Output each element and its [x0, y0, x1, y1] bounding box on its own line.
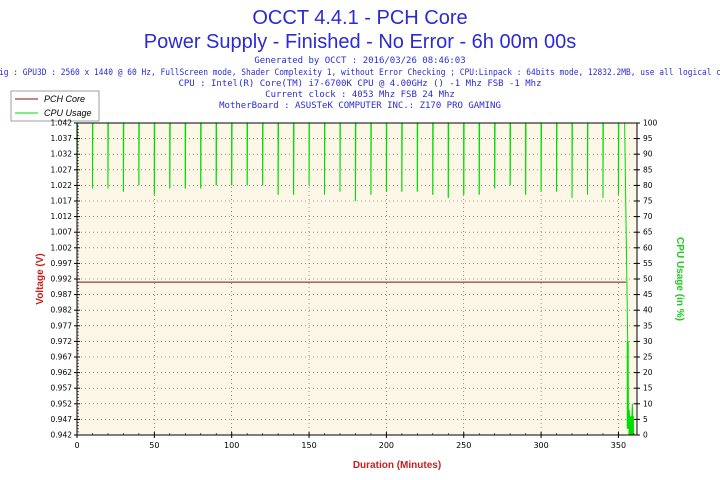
x-axis-label: Duration (Minutes) [353, 460, 441, 471]
y-right-tick-label: 5 [643, 415, 648, 424]
y-left-tick-label: 1.007 [51, 228, 73, 237]
y-left-tick-label: 1.012 [51, 212, 73, 221]
y-right-tick-label: 95 [643, 134, 653, 143]
axes [74, 122, 640, 438]
y-right-tick-label: 75 [643, 197, 653, 206]
motherboard-info: MotherBoard : ASUSTeK COMPUTER INC.: Z17… [219, 101, 501, 111]
generated-info: Generated by OCCT : 2016/03/26 08:46:03 [254, 56, 465, 66]
y-left-tick-label: 0.982 [51, 306, 73, 315]
y-right-tick-label: 15 [643, 384, 653, 393]
x-tick-label: 0 [74, 441, 79, 450]
chart-title: OCCT 4.4.1 - PCH Core [252, 7, 467, 29]
config-info: Config : GPU3D : 2560 x 1440 @ 60 Hz, Fu… [0, 68, 720, 78]
y-left-axis-label: Voltage (V) [35, 253, 46, 304]
x-tick-label: 350 [611, 441, 626, 450]
x-tick-label: 200 [379, 441, 394, 450]
y-right-tick-label: 35 [643, 321, 653, 330]
y-left-tick-label: 0.992 [51, 275, 73, 284]
y-right-tick-label: 45 [643, 290, 653, 299]
legend: PCH Core CPU Usage [10, 90, 100, 122]
chart-subtitle: Power Supply - Finished - No Error - 6h … [144, 31, 576, 53]
legend-label-cpu-usage: CPU Usage [44, 108, 92, 118]
y-right-axis-label: CPU Usage (in %) [674, 237, 685, 321]
y-left-tick-label: 0.997 [51, 259, 73, 268]
legend-label-pch-core: PCH Core [44, 94, 85, 104]
y-left-tick-label: 1.037 [51, 134, 73, 143]
y-left-tick-label: 0.957 [51, 384, 73, 393]
y-right-tick-label: 80 [643, 181, 653, 190]
y-right-tick-label: 50 [643, 275, 653, 284]
y-left-tick-label: 0.987 [51, 290, 73, 299]
y-right-tick-label: 20 [643, 368, 653, 377]
y-left-tick-label: 0.962 [51, 368, 73, 377]
x-tick-label: 100 [224, 441, 239, 450]
y-left-tick-label: 0.972 [51, 337, 73, 346]
x-tick-label: 50 [149, 441, 159, 450]
x-tick-label: 300 [533, 441, 548, 450]
y-left-tick-label: 0.947 [51, 415, 73, 424]
y-left-tick-label: 1.042 [51, 119, 73, 128]
y-left-tick-label: 1.022 [51, 181, 73, 190]
y-left-tick-label: 0.967 [51, 353, 73, 362]
y-right-tick-label: 90 [643, 150, 653, 159]
y-right-tick-label: 60 [643, 243, 653, 252]
y-left-tick-label: 0.952 [51, 399, 73, 408]
clock-info: Current clock : 4053 Mhz FSB 24 Mhz [265, 90, 455, 100]
x-tick-label: 150 [301, 441, 316, 450]
y-right-tick-label: 0 [643, 431, 648, 440]
y-right-tick-label: 10 [643, 399, 653, 408]
y-left-tick-label: 0.977 [51, 321, 73, 330]
y-right-tick-label: 85 [643, 165, 653, 174]
tick-labels: 0.942 0.947 0.952 0.957 0.962 0.967 0.972 0.977… [51, 119, 658, 451]
y-left-tick-label: 1.002 [51, 243, 73, 252]
y-right-tick-label: 25 [643, 353, 653, 362]
y-right-tick-label: 100 [643, 119, 658, 128]
cpu-info: CPU : Intel(R) Core(TM) i7-6700K CPU @ 4… [178, 79, 541, 89]
y-left-tick-label: 1.027 [51, 165, 73, 174]
y-left-tick-label: 1.017 [51, 197, 73, 206]
grid [77, 122, 637, 435]
legend-box [10, 90, 100, 122]
y-right-tick-label: 70 [643, 212, 653, 221]
cpu-usage-tail [628, 416, 634, 435]
y-right-tick-label: 65 [643, 228, 653, 237]
y-right-tick-label: 30 [643, 337, 653, 346]
y-right-tick-label: 40 [643, 306, 653, 315]
x-tick-label: 250 [456, 441, 471, 450]
y-left-tick-label: 0.942 [51, 431, 73, 440]
y-right-tick-label: 55 [643, 259, 653, 268]
y-left-tick-label: 1.032 [51, 150, 73, 159]
